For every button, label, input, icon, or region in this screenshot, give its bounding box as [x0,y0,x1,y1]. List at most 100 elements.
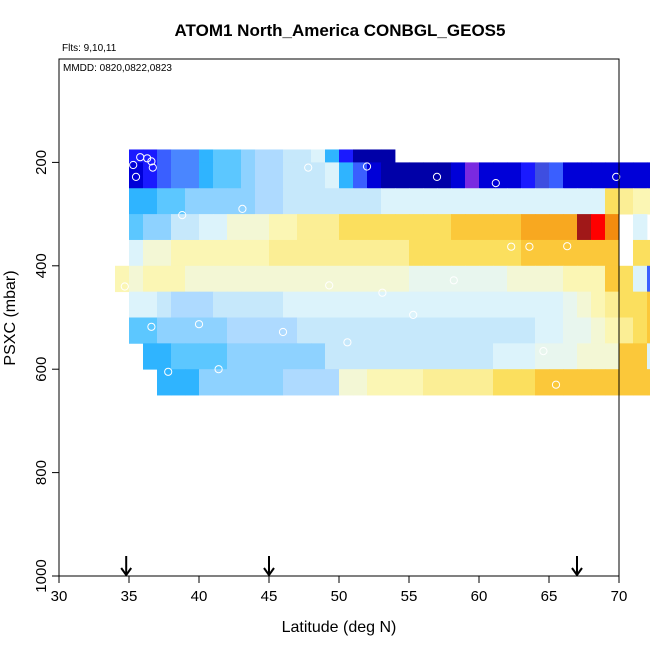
heatmap-cell [143,343,158,370]
heatmap-cell [647,343,650,370]
heatmap-cells [115,149,650,396]
heatmap-cell [409,343,424,370]
heatmap-cell [605,162,620,189]
heatmap-cell [283,265,298,293]
sample-point [194,320,204,329]
y-axis: 200 400 600 800 1000 [33,150,59,593]
heatmap-cell [199,214,214,241]
heatmap-cell [367,239,382,267]
heatmap-cell [535,214,550,241]
heatmap-cell [367,214,382,241]
x-axis-label: Latitude (deg N) [282,619,397,636]
sample-point [343,338,352,347]
sample-point [449,276,458,285]
heatmap-cell [227,343,242,370]
heatmap-cell [171,317,186,344]
heatmap-cell [577,214,592,241]
heatmap-cell [353,369,368,396]
heatmap-cell [157,239,172,267]
heatmap-cell [297,214,312,241]
heatmap-cell [451,369,466,396]
heatmap-cell [619,265,634,293]
sample-point [481,468,491,477]
heatmap-cell [591,188,606,215]
heatmap-cell [255,291,270,318]
heatmap-cell [311,162,326,189]
heatmap-cell [423,214,438,241]
heatmap-cell [619,317,634,344]
dates-label: MMDD: 0820,0822,0823 [63,63,172,74]
heatmap-cell [185,239,200,267]
heatmap-cell [451,265,466,293]
heatmap-cell [521,369,536,396]
heatmap-cell [493,291,508,318]
heatmap-cell [213,317,228,344]
heatmap-cell [283,369,298,396]
heatmap-cell [311,291,326,318]
sample-point [164,367,173,376]
heatmap-cell [409,162,424,189]
heatmap-cell [283,291,298,318]
heatmap-cell [143,291,158,318]
heatmap-cell [171,343,186,370]
heatmap-cell [577,188,592,215]
heatmap-cell [591,343,606,370]
heatmap-cell [143,214,158,241]
heatmap-cell [647,317,650,344]
heatmap-cell [423,265,438,293]
heatmap-cell [563,291,578,318]
heatmap-cell [451,214,466,241]
heatmap-cell [381,369,396,396]
heatmap-cell [493,188,508,215]
heatmap-cell [171,369,186,396]
heatmap-cell [451,239,466,267]
sample-point [362,162,372,171]
sample-point [238,204,247,213]
heatmap-cell [171,291,186,318]
heatmap-cell [563,265,578,293]
heatmap-cell [605,239,620,267]
heatmap-cell [339,162,354,189]
heatmap-cell [577,343,592,370]
heatmap-cell [535,317,550,344]
y-tick-label: 600 [33,357,50,382]
sample-point [409,310,418,319]
heatmap-cell [381,317,396,344]
heatmap-cell [465,317,480,344]
heatmap-cell [381,214,396,241]
heatmap-cell [395,239,410,267]
heatmap-cell [395,162,410,189]
heatmap-cell [563,162,578,189]
heatmap-cell [437,343,452,370]
heatmap-cell [255,239,270,267]
y-tick-label: 200 [33,150,50,175]
heatmap-cell [269,291,284,318]
heatmap-cell [325,317,340,344]
heatmap-cell [241,265,256,293]
heatmap-cell [423,317,438,344]
heatmap-cell [423,343,438,370]
heatmap-cell [633,162,648,189]
heatmap-cell [353,265,368,293]
heatmap-cell [381,343,396,370]
heatmap-cell [311,317,326,344]
heatmap-cell [241,214,256,241]
heatmap-cell [269,162,284,189]
heatmap-cell [297,188,312,215]
heatmap-cell [171,188,186,215]
heatmap-cell [605,343,620,370]
heatmap-cell [465,369,480,396]
heatmap-cell [507,291,522,318]
heatmap-cell [451,343,466,370]
heatmap-cell [451,317,466,344]
heatmap-cell [465,188,480,215]
heatmap-cell [157,265,172,293]
x-tick-label: 70 [611,588,628,605]
heatmap-cell [297,317,312,344]
sample-point [612,172,621,181]
heatmap-cell [367,188,382,215]
heatmap-cell [129,317,144,344]
heatmap-cell [297,291,312,318]
heatmap-cell [157,317,172,344]
heatmap-cell [227,239,242,267]
